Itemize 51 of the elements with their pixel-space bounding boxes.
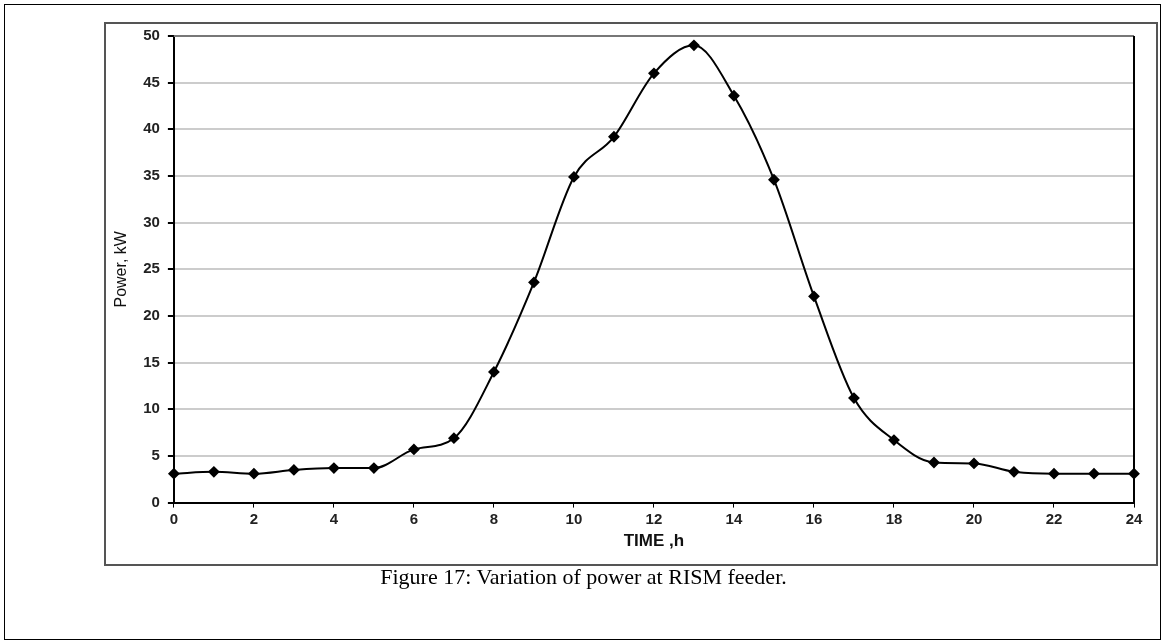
y-tick-label: 35: [143, 166, 160, 184]
x-tick-label: 22: [1045, 509, 1063, 527]
x-tick-label: 24: [1125, 509, 1143, 527]
point: [688, 39, 700, 51]
point: [168, 468, 180, 480]
point: [528, 276, 540, 288]
point: [288, 464, 300, 476]
point: [248, 468, 260, 480]
x-tick-label: 10: [565, 509, 583, 527]
y-tick-label: 40: [143, 119, 160, 137]
point: [648, 67, 660, 79]
point: [1088, 468, 1100, 480]
x-tick-label: 16: [805, 509, 823, 527]
x-tick-label: 8: [489, 509, 499, 527]
point: [768, 174, 780, 186]
point: [728, 90, 740, 102]
x-tick-label: 2: [249, 509, 259, 527]
point: [968, 457, 980, 469]
point: [608, 131, 620, 143]
x-tick-label: 18: [885, 509, 903, 527]
x-tick-label: 0: [169, 509, 179, 527]
y-tick-label: 30: [143, 212, 160, 230]
x-tick-label: 20: [965, 509, 983, 527]
y-tick-label: 45: [143, 72, 160, 90]
point: [848, 392, 860, 404]
y-tick-label: 20: [143, 306, 160, 324]
x-tick-label: 6: [409, 509, 419, 527]
point: [888, 434, 900, 446]
point: [928, 456, 940, 468]
y-tick-label: 15: [143, 352, 160, 370]
point: [208, 466, 220, 478]
x-axis-title: TIME ,h: [623, 531, 685, 551]
x-tick-label: 14: [725, 509, 743, 527]
caption: Figure 17: Variation of power at RISM feeder.: [379, 564, 788, 590]
point: [408, 443, 420, 455]
point: [488, 366, 500, 378]
y-tick-label: 5: [151, 446, 160, 464]
y-tick-label: 0: [151, 492, 160, 510]
x-tick-label: 12: [645, 509, 663, 527]
y-axis-title: Power, kW: [112, 230, 130, 308]
y-tick-label: 50: [143, 26, 160, 44]
x-tick-label: 4: [329, 509, 339, 527]
y-tick-label: 10: [143, 399, 160, 417]
point: [568, 171, 580, 183]
point: [1008, 466, 1020, 478]
point: [448, 432, 460, 444]
y-tick-label: 25: [143, 259, 160, 277]
point: [808, 290, 820, 302]
point: [1048, 468, 1060, 480]
point: [328, 462, 340, 474]
point: [368, 462, 380, 474]
